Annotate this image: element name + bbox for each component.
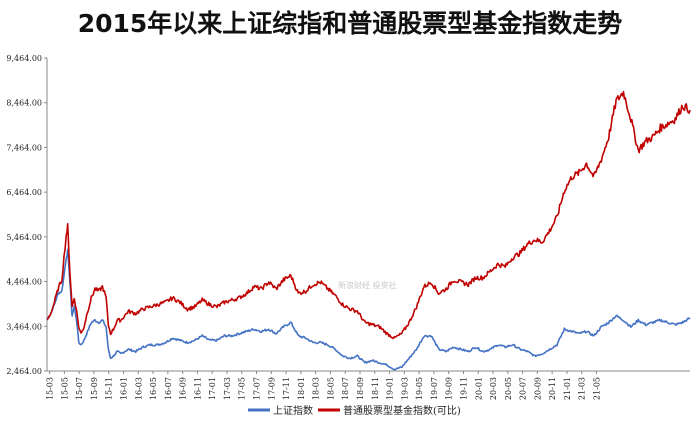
x-tick-label: 17-07 xyxy=(253,377,262,400)
x-tick-label: 21-01 xyxy=(563,377,572,400)
series-line-fund xyxy=(46,90,691,340)
x-tick-label: 16-07 xyxy=(164,377,173,400)
x-tick-label: 18-01 xyxy=(297,377,306,400)
x-tick-label: 18-03 xyxy=(312,377,321,400)
x-tick-label: 17-03 xyxy=(223,377,232,400)
series-lines xyxy=(46,90,691,371)
y-tick-label: 3,464.00 xyxy=(6,322,42,331)
legend-label-shanghai: 上证指数 xyxy=(273,404,313,417)
y-tick-label: 6,464.00 xyxy=(6,188,42,197)
x-tick-label: 17-01 xyxy=(208,377,217,400)
legend: 上证指数 普通股票型基金指数(可比) xyxy=(248,404,461,417)
x-tick-label: 17-09 xyxy=(267,377,276,400)
x-tick-label: 16-09 xyxy=(179,377,188,400)
y-tick-label: 8,464.00 xyxy=(6,99,42,108)
y-tick-label: 9,464.00 xyxy=(6,54,42,63)
x-tick-label: 19-07 xyxy=(430,377,439,400)
x-tick-label: 21-03 xyxy=(578,377,587,400)
x-tick-label: 15-09 xyxy=(90,377,99,400)
y-tick-label: 4,464.00 xyxy=(6,278,42,287)
x-tick-label: 20-01 xyxy=(474,377,483,400)
series-line-shanghai xyxy=(46,248,691,371)
x-tick-label: 20-05 xyxy=(504,377,513,400)
x-tick-label: 16-11 xyxy=(193,377,202,400)
x-tick-label: 20-03 xyxy=(489,377,498,400)
x-tick-label: 16-03 xyxy=(134,377,143,400)
x-tick-label: 20-09 xyxy=(533,377,542,400)
x-tick-label: 18-11 xyxy=(371,377,380,400)
x-tick-label: 19-05 xyxy=(415,377,424,400)
y-tick-label: 7,464.00 xyxy=(6,143,42,152)
x-tick-label: 19-01 xyxy=(386,377,395,400)
x-tick-label: 15-05 xyxy=(60,377,69,400)
chart-title: 2015年以来上证综指和普通股票型基金指数走势 xyxy=(77,9,623,38)
legend-label-fund: 普通股票型基金指数(可比) xyxy=(343,404,461,417)
x-tick-label: 16-05 xyxy=(149,377,158,400)
x-tick-label: 20-07 xyxy=(519,377,528,400)
axes: 2,464.00 3,464.00 4,464.00 5,464.00 6,464.00… xyxy=(6,54,690,400)
x-tick-label: 19-03 xyxy=(400,377,409,400)
x-tick-label: 20-11 xyxy=(548,377,557,400)
x-tick-label: 18-09 xyxy=(356,377,365,400)
x-tick-label: 21-05 xyxy=(593,377,602,400)
x-tick-label: 17-05 xyxy=(238,377,247,400)
y-tick-label: 2,464.00 xyxy=(6,367,42,376)
x-tick-label: 18-07 xyxy=(341,377,350,400)
x-tick-label: 15-07 xyxy=(75,377,84,400)
x-tick-label: 16-01 xyxy=(119,377,128,400)
watermark-text: 新浪财经 投资社 xyxy=(338,280,397,290)
x-tick-label: 15-03 xyxy=(46,377,55,400)
x-tick-label: 15-11 xyxy=(105,377,114,400)
x-tick-label: 19-09 xyxy=(445,377,454,400)
x-tick-label: 17-11 xyxy=(282,377,291,400)
y-tick-label: 5,464.00 xyxy=(6,233,42,242)
x-tick-label: 18-05 xyxy=(326,377,335,400)
x-tick-label: 19-11 xyxy=(459,377,468,400)
